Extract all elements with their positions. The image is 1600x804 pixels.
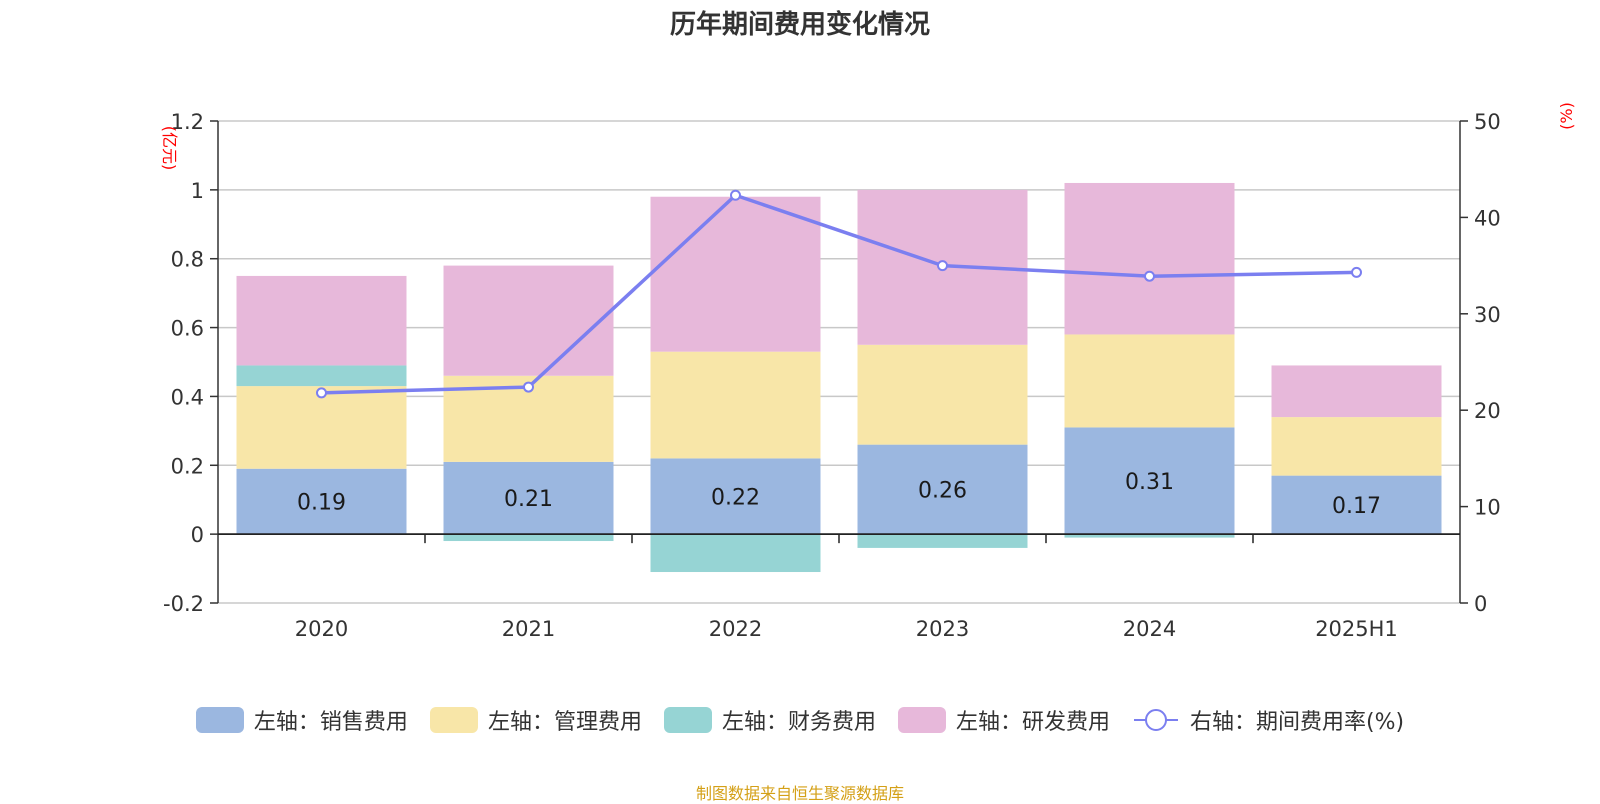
legend-swatch (429, 707, 478, 733)
data-labels: 0.19 0.21 0.22 0.26 0.31 0.17 (297, 470, 1381, 519)
rate-line-path (321, 193, 1357, 395)
legend-item[interactable]: 右轴：期间费用率(%) (1132, 704, 1404, 736)
footer-note: 制图数据来自恒生聚源数据库 (695, 784, 904, 803)
bar-segment (650, 351, 821, 459)
bar-data-label: 0.21 (504, 487, 553, 512)
bar-segment (650, 196, 821, 352)
category-label: 2024 (1123, 617, 1176, 641)
axes: -0.2 0 0.2 0.4 0.6 0.8 1 1.2 0 10 20 30 40 50 (亿元) (%) 2… (160, 102, 1576, 641)
legend-item[interactable]: 左轴：销售费用 (195, 704, 408, 736)
category-label: 2025H1 (1315, 617, 1398, 641)
legend-label: 右轴：期间费用率(%) (1189, 710, 1405, 735)
bar-segment (1064, 427, 1235, 535)
rate-line-point (523, 381, 534, 393)
legend-swatch (663, 707, 712, 733)
left-tick-label: 1 (191, 179, 204, 203)
legend: 左轴：销售费用 左轴：管理费用 左轴：财务费用 左轴：研发费用 右轴：期间费用率(%) (0, 700, 1600, 740)
bar-segment (1064, 182, 1235, 335)
rate-line-point (1144, 270, 1155, 282)
bar-segment (1064, 334, 1235, 428)
category-label: 2020 (295, 617, 348, 641)
left-tick-label: 0.2 (171, 454, 204, 478)
bar-segment (1271, 365, 1442, 418)
bar-segment (443, 461, 614, 535)
legend-item[interactable]: 左轴：管理费用 (429, 704, 642, 736)
bar-segment (650, 458, 821, 535)
rate-line-point (937, 260, 948, 272)
legend-line-icon (1133, 709, 1178, 731)
bar-data-label: 0.19 (297, 490, 346, 515)
left-tick-label: 0.6 (171, 317, 204, 341)
rate-line (316, 189, 1362, 399)
left-tick-label: -0.2 (163, 592, 204, 616)
right-tick-label: 30 (1474, 303, 1501, 327)
bar-segment (236, 365, 407, 387)
left-tick-label: 0.4 (171, 385, 204, 409)
left-axis-unit: (亿元) (160, 126, 179, 171)
category-label: 2023 (916, 617, 969, 641)
bars (236, 182, 1442, 573)
right-tick-label: 40 (1474, 206, 1501, 230)
bar-data-label: 0.26 (918, 478, 967, 503)
bar-segment (1064, 534, 1235, 538)
right-tick-label: 0 (1474, 592, 1487, 616)
left-tick-label: 1.2 (171, 110, 204, 134)
right-tick-label: 10 (1474, 496, 1501, 520)
bar-data-label: 0.17 (1332, 494, 1381, 519)
right-axis-unit: (%) (1557, 102, 1576, 130)
bar-segment (236, 386, 407, 469)
rate-line-point (316, 387, 327, 399)
category-label: 2022 (709, 617, 762, 641)
bar-segment (236, 275, 407, 366)
bar-data-label: 0.22 (711, 485, 760, 510)
bar-segment (650, 534, 821, 573)
left-tick-label: 0 (191, 523, 204, 547)
bar-segment (857, 534, 1028, 548)
right-tick-label: 50 (1474, 110, 1501, 134)
legend-label: 左轴：销售费用 (253, 710, 408, 735)
legend-item[interactable]: 左轴：研发费用 (897, 704, 1110, 736)
bar-segment (443, 265, 614, 376)
right-tick-label: 20 (1474, 399, 1501, 423)
bar-segment (857, 344, 1028, 445)
rate-line-point (1351, 266, 1362, 278)
bar-segment (236, 468, 407, 535)
legend-label: 左轴：管理费用 (487, 710, 642, 735)
chart-title: 历年期间费用变化情况 (669, 10, 930, 40)
bar-segment (443, 534, 614, 542)
bar-segment (1271, 417, 1442, 476)
rate-line-point (730, 189, 741, 201)
legend-label: 左轴：财务费用 (721, 710, 876, 735)
bar-segment (1271, 475, 1442, 535)
legend-swatch (195, 707, 244, 733)
bar-data-label: 0.31 (1125, 470, 1174, 495)
legend-label: 左轴：研发费用 (955, 710, 1110, 735)
category-label: 2021 (502, 617, 555, 641)
left-tick-label: 0.8 (171, 248, 204, 272)
legend-swatch (897, 707, 946, 733)
bar-segment (857, 444, 1028, 535)
legend-item[interactable]: 左轴：财务费用 (663, 704, 876, 736)
